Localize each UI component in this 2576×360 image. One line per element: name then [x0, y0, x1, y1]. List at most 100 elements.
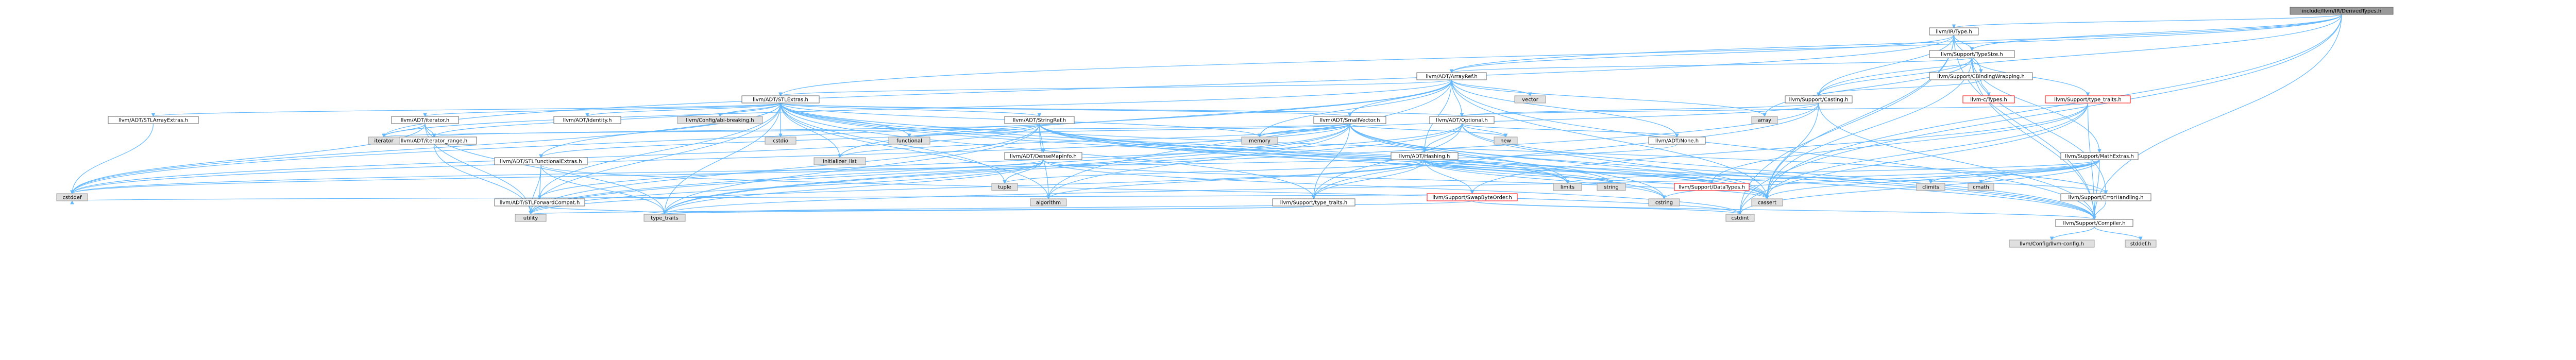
- edge-stringref-cstring: [1039, 123, 1665, 199]
- node-label: algorithm: [1036, 200, 1061, 206]
- node-iterrange[interactable]: llvm/ADT/iterator_range.h: [391, 136, 477, 145]
- edge-arrayref-none: [1451, 79, 1677, 138]
- node-casting[interactable]: llvm/Support/Casting.h: [1785, 95, 1853, 104]
- edge-arrayref-iteratorsys: [383, 79, 1452, 138]
- node-label: llvm/Support/type_traits.h: [1280, 200, 1347, 206]
- node-label: functional: [896, 139, 922, 144]
- node-label: llvm/Support/TypeSize.h: [1941, 52, 2003, 58]
- node-box: [1004, 152, 1082, 160]
- node-label: llvm/Config/llvm-config.h: [2020, 242, 2084, 247]
- node-label: initializer_list: [823, 159, 857, 165]
- node-swapbyte[interactable]: llvm/Support/SwapByteOrder.h: [1427, 193, 1518, 201]
- node-iterator[interactable]: llvm/ADT/iterator.h: [391, 116, 459, 124]
- edge-arrowhead: [1046, 195, 1050, 200]
- edge-arrowhead: [1765, 195, 1769, 200]
- edge-smallvec-iteratorsys: [383, 123, 1350, 138]
- node-label: memory: [1249, 139, 1270, 144]
- node-label: iterator: [374, 139, 394, 144]
- node-box: [1553, 183, 1582, 191]
- node-typename[interactable]: llvm/Support/type_traits.h: [2045, 95, 2131, 104]
- edge-stlextras-compiler: [780, 102, 2095, 220]
- node-arrayref[interactable]: llvm/ADT/ArrayRef.h: [1416, 72, 1487, 80]
- edge-mathextras-limits: [1567, 159, 2100, 184]
- edge-arrowhead: [1528, 92, 1532, 97]
- node-label: llvm/ADT/STLForwardCompat.h: [500, 200, 580, 206]
- node-box: [553, 116, 621, 124]
- node-stringref[interactable]: llvm/ADT/StringRef.h: [1004, 116, 1075, 124]
- node-label: llvm/Support/DataTypes.h: [1679, 185, 1745, 191]
- node-suptypetraits[interactable]: llvm/Support/type_traits.h: [1272, 198, 1355, 207]
- edge-arrowhead: [1762, 113, 1767, 117]
- edge-arrowhead: [70, 200, 74, 204]
- node-mathextras[interactable]: llvm/Support/MathExtras.h: [2060, 152, 2139, 160]
- node-label: cstddef: [63, 195, 82, 201]
- edge-hashing-errhandling: [1424, 159, 2107, 194]
- edge-irtype-cassert: [1767, 35, 1955, 199]
- node-root[interactable]: include/llvm/IR/DerivedTypes.h: [2290, 7, 2394, 15]
- edge-arrowhead: [1738, 211, 1742, 215]
- node-abibreak: llvm/Config/abi-breaking.h: [677, 116, 763, 124]
- edge-densemapinfo-cassert: [1043, 159, 1768, 199]
- node-compiler[interactable]: llvm/Support/Compiler.h: [2055, 219, 2133, 227]
- node-densemapinfo[interactable]: llvm/ADT/DenseMapInfo.h: [1004, 152, 1082, 160]
- edge-stlextras-typetraits: [664, 102, 781, 215]
- node-label: llvm/Config/abi-breaking.h: [686, 118, 754, 124]
- node-stlextras[interactable]: llvm/ADT/STLExtras.h: [741, 95, 820, 104]
- node-stlfunc[interactable]: llvm/ADT/STLFunctionalExtras.h: [494, 157, 588, 165]
- node-hashing[interactable]: llvm/ADT/Hashing.h: [1391, 152, 1459, 160]
- node-cbinding[interactable]: llvm/Support/CBindingWrapping.h: [1929, 72, 2033, 80]
- node-box: [1514, 95, 1546, 104]
- edge-root-compiler: [2094, 14, 2342, 220]
- node-box: [1751, 198, 1783, 207]
- node-stlfwd[interactable]: llvm/ADT/STLForwardCompat.h: [494, 198, 585, 207]
- node-label: limits: [1561, 185, 1574, 191]
- node-none[interactable]: llvm/ADT/None.h: [1648, 136, 1706, 145]
- edge-densemapinfo-typetraits: [664, 159, 1044, 215]
- edge-typename-cassert: [1767, 102, 2089, 199]
- edge-optional-utility: [530, 123, 1463, 215]
- edge-stlextras-algorithm: [780, 102, 1049, 199]
- edge-smallvec-functional: [909, 123, 1350, 138]
- node-box: [391, 116, 459, 124]
- edge-arrowhead: [1312, 195, 1316, 200]
- edge-arrowhead: [1470, 190, 1475, 195]
- node-label: llvm/ADT/None.h: [1655, 139, 1699, 144]
- edge-optional-hashing: [1424, 123, 1463, 153]
- node-smallvec[interactable]: llvm/ADT/SmallVector.h: [1313, 116, 1386, 124]
- node-identity[interactable]: llvm/ADT/identity.h: [553, 116, 621, 124]
- edge-arrowhead: [382, 133, 386, 138]
- edge-irtype-compiler: [1953, 35, 2095, 220]
- node-typesize[interactable]: llvm/Support/TypeSize.h: [1929, 50, 2015, 58]
- node-box: [494, 157, 588, 165]
- node-optional[interactable]: llvm/ADT/Optional.h: [1429, 116, 1495, 124]
- edge-swapbyte-cstddef: [72, 193, 1473, 201]
- edge-hashing-algorithm: [1048, 159, 1425, 199]
- node-label: tuple: [998, 185, 1011, 191]
- node-label: llvm/ADT/STLArrayExtras.h: [118, 118, 188, 124]
- edge-compiler-stddef: [2094, 226, 2141, 241]
- node-box: [741, 95, 820, 104]
- node-stlarray[interactable]: llvm/ADT/STLArrayExtras.h: [108, 116, 199, 124]
- node-box: [888, 136, 930, 145]
- node-errhandling[interactable]: llvm/Support/ErrorHandling.h: [2060, 193, 2151, 201]
- edge-arrowhead: [1987, 92, 1991, 97]
- node-box: [1725, 214, 1755, 222]
- node-box: [1648, 136, 1706, 145]
- node-box: [1427, 193, 1518, 201]
- edge-casting-suptypetraits: [1313, 102, 1819, 199]
- node-irtype[interactable]: llvm/IR/Type.h: [1929, 27, 1979, 36]
- node-cstring: cstring: [1648, 198, 1680, 207]
- node-label: cassert: [1758, 200, 1776, 206]
- node-box: [1313, 116, 1386, 124]
- edge-arrowhead: [585, 113, 589, 117]
- edge-stlfunc-typetraits: [540, 164, 665, 215]
- node-climits: climits: [1916, 183, 1945, 191]
- node-label: string: [1604, 185, 1619, 191]
- edge-mathextras-climits: [1930, 159, 2100, 184]
- node-datatypes[interactable]: llvm/Support/DataTypes.h: [1674, 183, 1750, 191]
- edge-arrowhead: [1817, 92, 1821, 97]
- edge-arrowhead: [2092, 216, 2096, 220]
- node-ctypes[interactable]: llvm-c/Types.h: [1962, 95, 2015, 104]
- node-box: [1929, 27, 1979, 36]
- edge-arrowhead: [1449, 69, 1454, 74]
